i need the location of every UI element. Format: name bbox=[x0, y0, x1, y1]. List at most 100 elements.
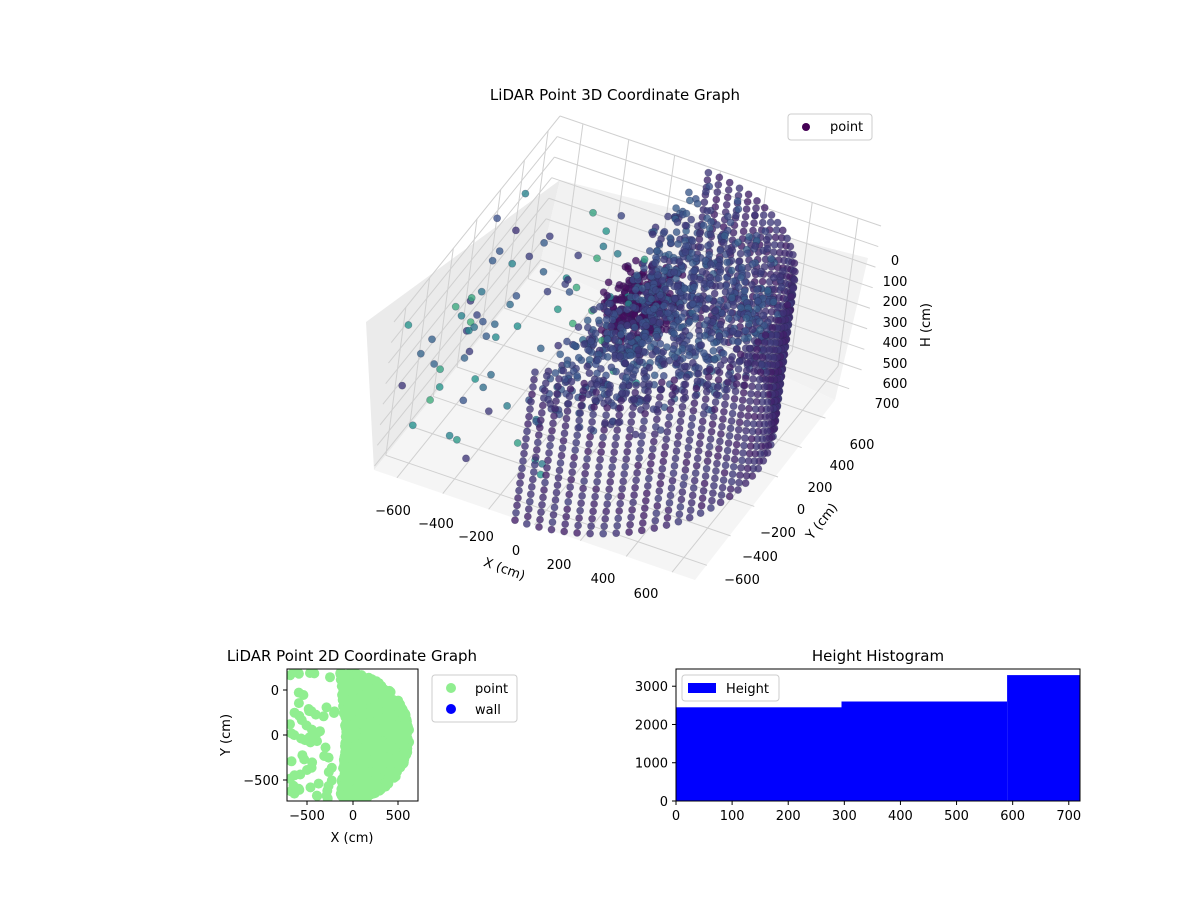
data-point bbox=[315, 726, 325, 737]
data-point bbox=[589, 208, 597, 217]
data-point bbox=[645, 363, 654, 372]
data-point bbox=[565, 288, 574, 296]
data-point bbox=[563, 407, 572, 416]
data-point bbox=[733, 433, 742, 442]
data-point bbox=[329, 706, 340, 717]
data-point bbox=[607, 322, 616, 331]
data-point bbox=[611, 440, 620, 449]
data-point bbox=[528, 390, 536, 399]
data-point bbox=[746, 442, 755, 451]
data-point bbox=[710, 481, 718, 490]
data-point bbox=[707, 217, 715, 226]
data-point bbox=[524, 420, 532, 428]
data-point bbox=[462, 454, 470, 463]
data-point bbox=[585, 440, 593, 448]
data-point bbox=[536, 416, 545, 425]
data-point bbox=[689, 406, 698, 415]
data-point bbox=[763, 286, 772, 295]
data-point bbox=[734, 338, 742, 346]
data-point bbox=[669, 383, 678, 392]
data-point bbox=[616, 323, 625, 332]
x-tick-label: 200 bbox=[547, 558, 572, 573]
data-point bbox=[730, 455, 739, 464]
grid-line bbox=[433, 395, 755, 507]
data-point bbox=[761, 331, 770, 340]
data-point bbox=[611, 335, 619, 344]
data-point bbox=[583, 362, 592, 371]
data-point bbox=[556, 350, 565, 359]
data-point bbox=[651, 516, 660, 525]
data-point bbox=[541, 478, 549, 487]
data-point bbox=[672, 228, 681, 236]
data-point bbox=[749, 420, 758, 428]
data-point bbox=[744, 412, 752, 420]
data-point bbox=[574, 251, 583, 260]
data-point bbox=[590, 500, 598, 508]
data-point bbox=[585, 369, 594, 378]
data-point bbox=[399, 741, 409, 751]
data-point bbox=[690, 266, 698, 275]
data-point bbox=[563, 337, 571, 346]
data-point bbox=[484, 407, 493, 416]
data-point bbox=[699, 486, 708, 495]
data-point bbox=[617, 492, 626, 501]
data-point bbox=[553, 389, 561, 398]
data-point bbox=[641, 374, 649, 383]
data-point bbox=[706, 230, 715, 239]
data-point bbox=[703, 207, 712, 215]
data-point bbox=[671, 454, 680, 463]
data-point bbox=[606, 477, 615, 486]
data-point bbox=[567, 475, 576, 484]
data-point bbox=[647, 294, 656, 303]
data-point bbox=[750, 367, 758, 376]
data-point bbox=[735, 418, 744, 427]
data-point bbox=[723, 385, 731, 394]
data-point bbox=[700, 349, 708, 358]
data-point bbox=[586, 529, 594, 538]
x-tick-label: 400 bbox=[591, 572, 616, 587]
data-point bbox=[760, 338, 769, 347]
data-point bbox=[345, 762, 356, 773]
data-point bbox=[298, 690, 309, 700]
data-point bbox=[632, 271, 641, 280]
data-point bbox=[640, 417, 648, 425]
data-point bbox=[747, 389, 755, 398]
data-point bbox=[479, 383, 488, 392]
data-point bbox=[524, 505, 533, 513]
x-tick-label: 100 bbox=[720, 809, 745, 824]
data-point bbox=[725, 492, 734, 501]
y-tick-label: 2000 bbox=[635, 718, 668, 733]
grid-line bbox=[374, 259, 541, 467]
data-point bbox=[689, 358, 697, 367]
data-point bbox=[436, 365, 444, 374]
data-point bbox=[663, 427, 672, 436]
data-point bbox=[642, 402, 650, 411]
data-point bbox=[591, 492, 599, 501]
data-point bbox=[631, 292, 640, 301]
data-point bbox=[698, 417, 707, 426]
data-point bbox=[645, 247, 654, 255]
z-tick-label: 700 bbox=[875, 397, 900, 412]
data-point bbox=[705, 442, 714, 451]
data-point bbox=[646, 343, 655, 351]
data-point bbox=[713, 220, 721, 229]
data-point bbox=[790, 259, 799, 268]
data-point bbox=[705, 294, 713, 303]
data-point bbox=[610, 448, 619, 457]
data-point bbox=[712, 467, 720, 475]
data-point bbox=[617, 330, 625, 339]
chart-3d: LiDAR Point 3D Coordinate Graph −600 −40… bbox=[366, 86, 934, 602]
data-point bbox=[553, 305, 562, 314]
data-point bbox=[722, 200, 731, 209]
data-point bbox=[762, 235, 771, 244]
data-point bbox=[534, 431, 543, 439]
data-point bbox=[685, 317, 694, 326]
data-point bbox=[537, 508, 545, 517]
data-point bbox=[729, 402, 738, 411]
data-point bbox=[680, 387, 689, 396]
data-point bbox=[779, 308, 788, 317]
data-point bbox=[690, 476, 699, 485]
data-point bbox=[378, 683, 389, 694]
data-point bbox=[709, 412, 718, 421]
data-point bbox=[700, 479, 709, 488]
